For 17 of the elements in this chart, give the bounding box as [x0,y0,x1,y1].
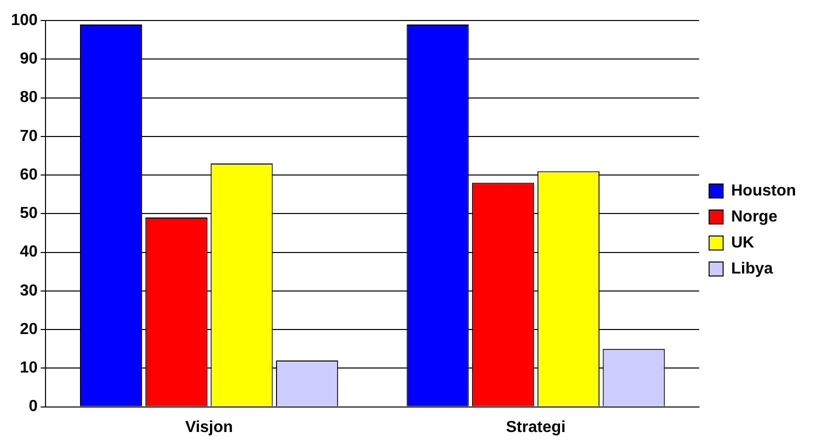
legend-label: Norge [731,208,778,226]
y-tick-label: 40 [20,244,38,261]
y-tick-label: 90 [20,50,38,68]
y-tick-label: 80 [20,89,38,106]
y-tick-label: 10 [20,360,38,377]
y-tick-label: 100 [10,12,38,30]
x-tick-label: Strategi [506,418,566,436]
y-tick-label: 70 [20,128,38,145]
y-tick-label: 30 [20,282,38,300]
y-tick-label: 20 [20,320,38,338]
legend-label: Houston [731,182,796,200]
legend-label: UK [731,234,755,252]
y-tick-label: 60 [20,166,38,184]
y-tick-label: 0 [28,398,38,416]
y-tick-label: 50 [20,205,38,222]
x-tick-label: Visjon [185,418,233,436]
legend-label: Libya [731,260,774,278]
